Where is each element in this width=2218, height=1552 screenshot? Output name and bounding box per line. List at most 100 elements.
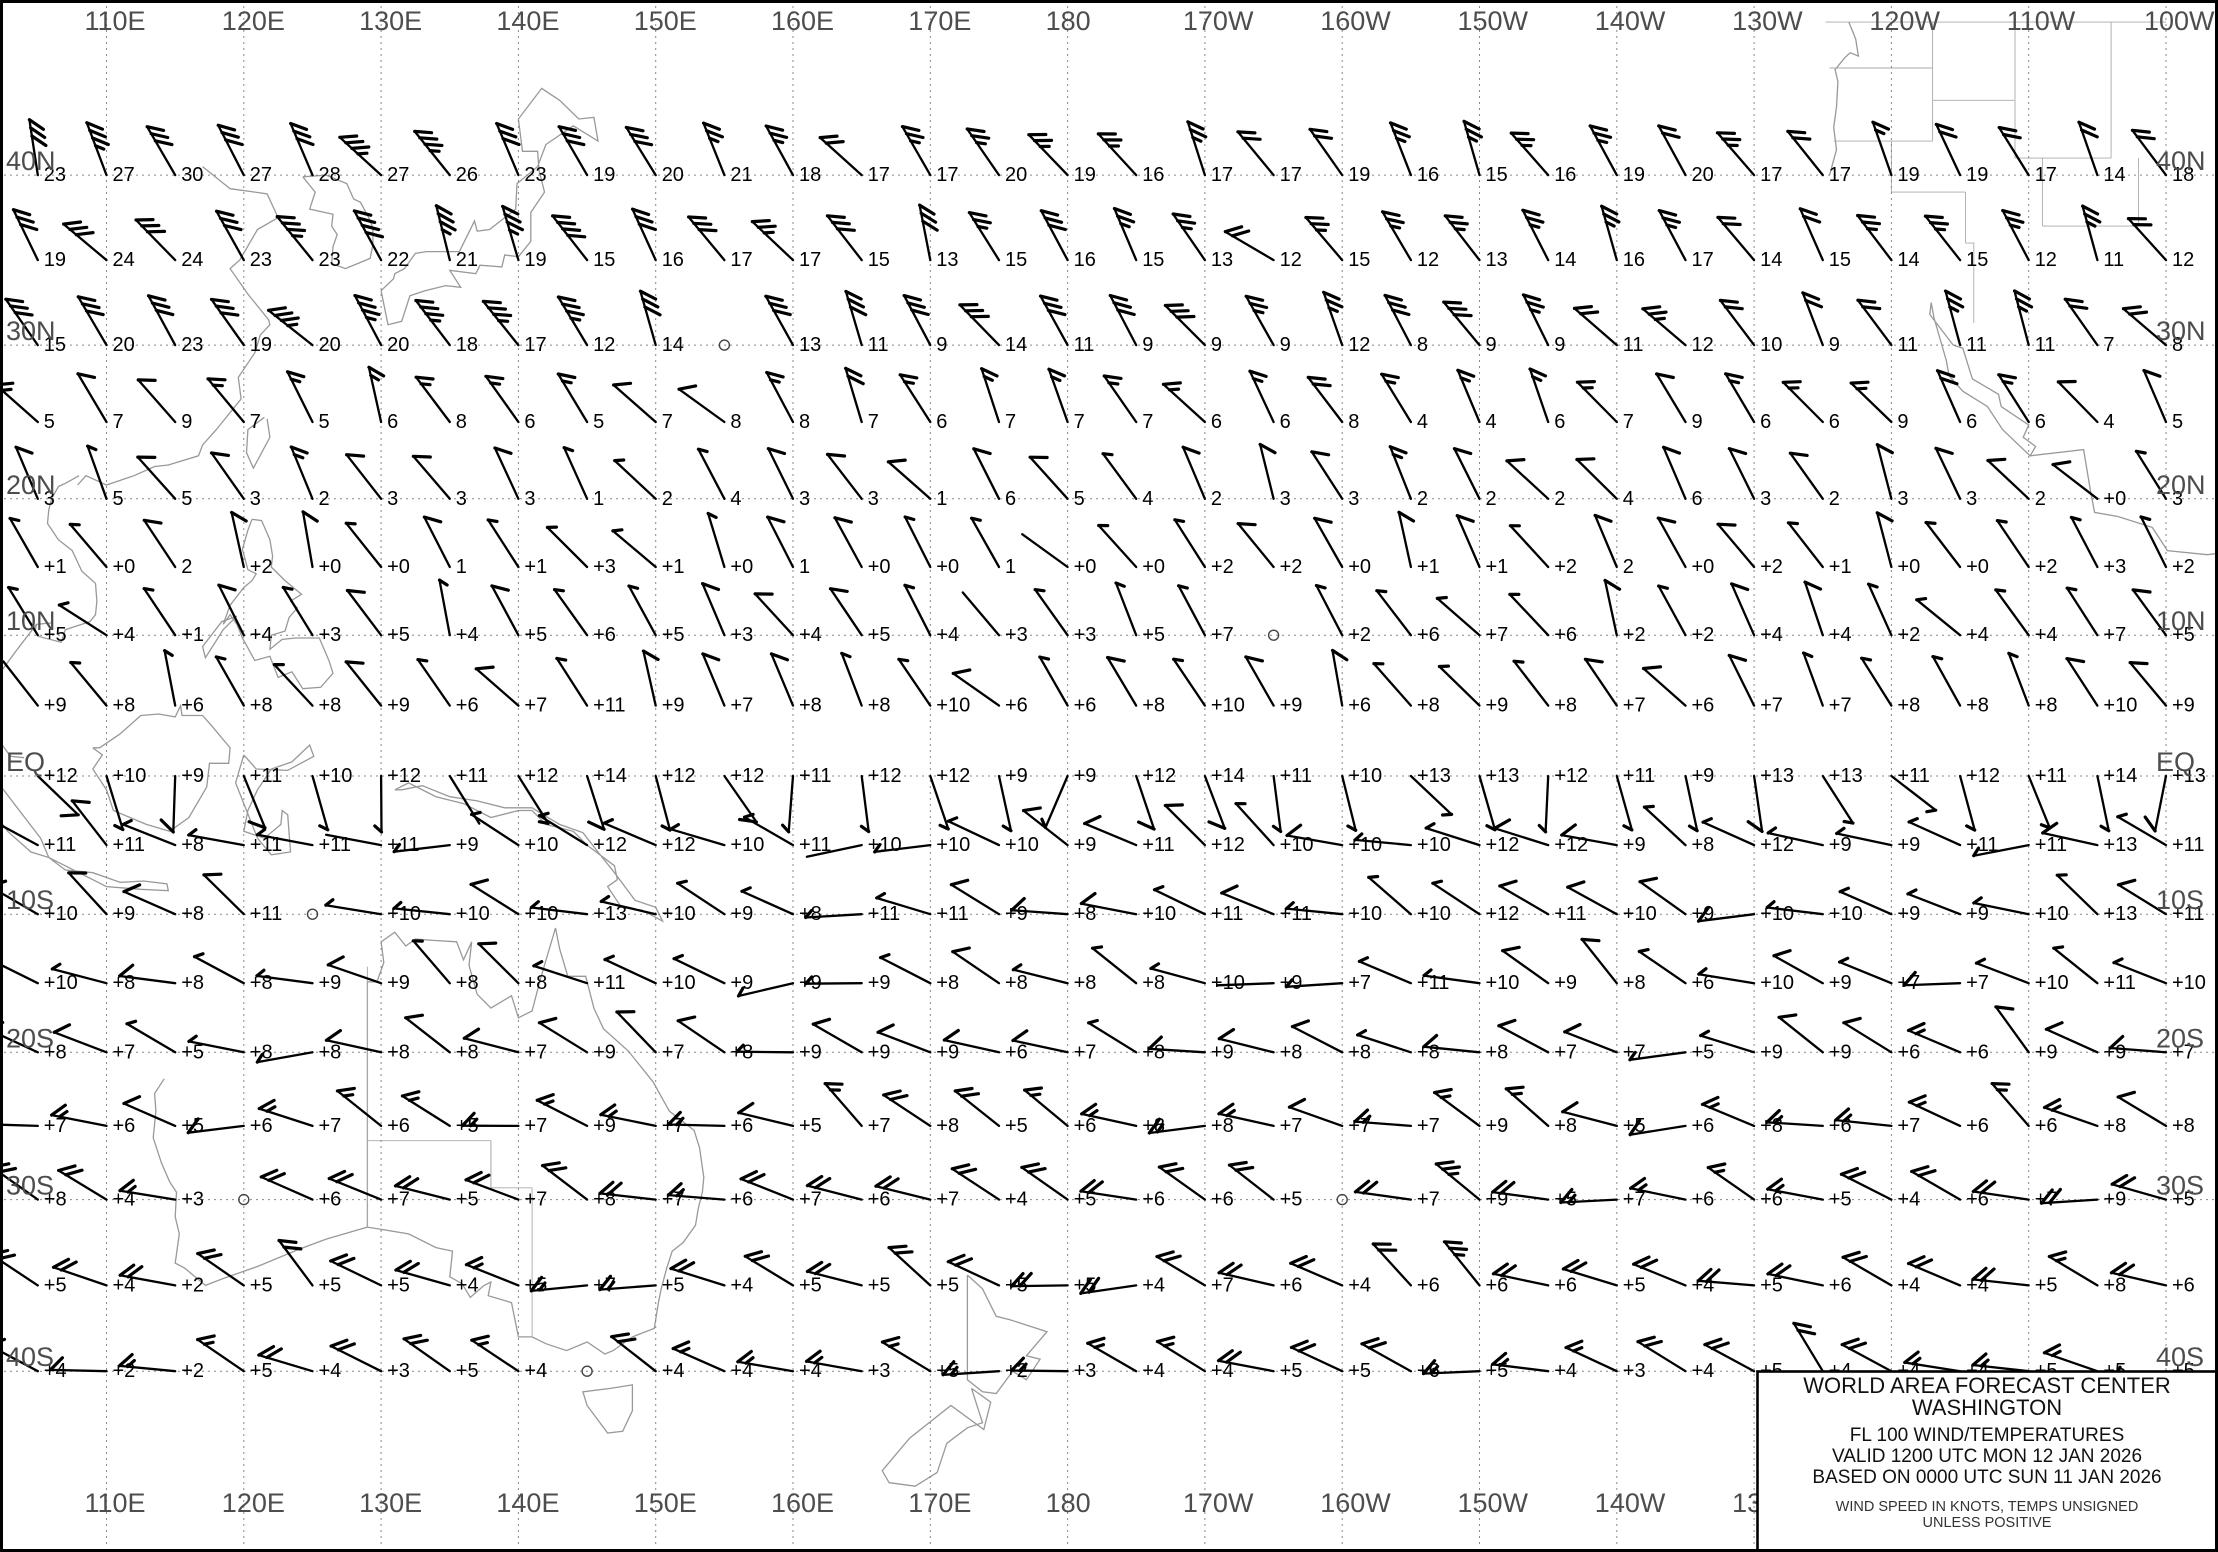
- svg-text:3: 3: [250, 488, 261, 510]
- svg-text:+9: +9: [662, 695, 685, 717]
- svg-text:+7: +7: [662, 1041, 685, 1063]
- svg-text:+7: +7: [1211, 624, 1234, 646]
- svg-text:+10: +10: [1348, 903, 1382, 925]
- svg-text:+1: +1: [524, 556, 547, 578]
- svg-text:2: 2: [1554, 488, 1565, 510]
- svg-text:+4: +4: [1897, 1274, 1920, 1296]
- svg-text:+12: +12: [1486, 903, 1520, 925]
- svg-text:160W: 160W: [1320, 1488, 1391, 1518]
- svg-text:+5: +5: [1760, 1274, 1783, 1296]
- svg-text:30: 30: [181, 164, 203, 186]
- svg-text:VALID 1200 UTC MON 12 JAN 2026: VALID 1200 UTC MON 12 JAN 2026: [1832, 1446, 2142, 1467]
- svg-text:+5: +5: [1348, 1360, 1371, 1382]
- svg-text:+0: +0: [1074, 556, 1097, 578]
- svg-text:+7: +7: [1211, 1274, 1234, 1296]
- svg-text:+2: +2: [1692, 624, 1715, 646]
- svg-text:+4: +4: [1760, 624, 1783, 646]
- svg-text:12: 12: [2172, 249, 2194, 271]
- svg-text:+8: +8: [1486, 1041, 1509, 1063]
- svg-text:20S: 20S: [6, 1023, 54, 1053]
- svg-text:+8: +8: [1142, 972, 1165, 994]
- svg-text:11: 11: [2035, 334, 2056, 356]
- svg-text:+9: +9: [2103, 1189, 2126, 1211]
- svg-text:+6: +6: [1074, 695, 1097, 717]
- svg-text:+8: +8: [2172, 1115, 2195, 1137]
- svg-text:+10: +10: [662, 972, 696, 994]
- svg-text:27: 27: [387, 164, 409, 186]
- svg-text:+5: +5: [1280, 1189, 1303, 1211]
- svg-text:3: 3: [1897, 488, 1908, 510]
- svg-text:+6: +6: [1417, 1274, 1440, 1296]
- svg-text:+4: +4: [456, 624, 479, 646]
- svg-text:28: 28: [319, 164, 341, 186]
- svg-text:20: 20: [1005, 164, 1027, 186]
- svg-text:+7: +7: [1760, 695, 1783, 717]
- svg-text:+1: +1: [662, 556, 685, 578]
- svg-text:130E: 130E: [359, 6, 422, 36]
- svg-text:+10: +10: [1760, 972, 1794, 994]
- svg-text:+7: +7: [799, 1189, 822, 1211]
- svg-text:+8: +8: [1211, 1115, 1234, 1137]
- svg-text:13: 13: [1486, 249, 1508, 271]
- svg-text:17: 17: [730, 249, 752, 271]
- svg-text:10N: 10N: [2156, 606, 2206, 636]
- svg-text:26: 26: [456, 164, 478, 186]
- svg-text:160E: 160E: [771, 1488, 834, 1518]
- svg-text:+6: +6: [868, 1189, 891, 1211]
- svg-text:150E: 150E: [634, 1488, 697, 1518]
- svg-text:6: 6: [1760, 411, 1771, 433]
- svg-text:14: 14: [2103, 164, 2125, 186]
- svg-text:FL 100 WIND/TEMPERATURES: FL 100 WIND/TEMPERATURES: [1850, 1425, 2125, 1446]
- svg-text:8: 8: [1417, 334, 1428, 356]
- svg-text:+6: +6: [250, 1115, 273, 1137]
- svg-text:3: 3: [1966, 488, 1977, 510]
- svg-text:150W: 150W: [1458, 6, 1529, 36]
- svg-text:+2: +2: [1348, 624, 1371, 646]
- svg-text:27: 27: [113, 164, 135, 186]
- svg-text:+11: +11: [936, 903, 968, 925]
- svg-text:12: 12: [593, 334, 615, 356]
- svg-text:+10: +10: [1760, 903, 1794, 925]
- svg-text:+5: +5: [250, 1360, 273, 1382]
- svg-text:5: 5: [1074, 488, 1085, 510]
- svg-text:+7: +7: [1554, 1041, 1577, 1063]
- svg-text:9: 9: [1829, 334, 1840, 356]
- svg-text:4: 4: [2103, 411, 2114, 433]
- svg-text:6: 6: [524, 411, 535, 433]
- svg-text:+5: +5: [1005, 1115, 1028, 1137]
- svg-text:+6: +6: [1074, 1115, 1097, 1137]
- svg-text:+8: +8: [1554, 695, 1577, 717]
- svg-text:+8: +8: [1142, 695, 1165, 717]
- svg-text:11: 11: [1074, 334, 1095, 356]
- svg-text:11: 11: [868, 334, 889, 356]
- svg-text:19: 19: [1074, 164, 1096, 186]
- svg-text:+12: +12: [1966, 765, 2000, 787]
- svg-text:+4: +4: [1692, 1360, 1715, 1382]
- svg-text:+13: +13: [1486, 765, 1520, 787]
- svg-text:+11: +11: [1280, 903, 1312, 925]
- svg-text:140E: 140E: [496, 1488, 559, 1518]
- svg-text:+8: +8: [1417, 695, 1440, 717]
- svg-text:+5: +5: [868, 624, 891, 646]
- svg-text:+7: +7: [1348, 972, 1371, 994]
- svg-text:+0: +0: [936, 556, 959, 578]
- svg-text:+8: +8: [1554, 1115, 1577, 1137]
- svg-text:4: 4: [1417, 411, 1428, 433]
- svg-text:WIND SPEED IN KNOTS, TEMPS UNS: WIND SPEED IN KNOTS, TEMPS UNSIGNED: [1836, 1499, 2139, 1515]
- svg-text:140W: 140W: [1595, 1488, 1666, 1518]
- svg-text:+10: +10: [387, 903, 421, 925]
- svg-text:8: 8: [799, 411, 810, 433]
- svg-text:+0: +0: [319, 556, 342, 578]
- svg-text:160W: 160W: [1320, 6, 1391, 36]
- svg-text:+0: +0: [1897, 556, 1920, 578]
- svg-text:+4: +4: [250, 624, 273, 646]
- svg-text:+9: +9: [1074, 765, 1097, 787]
- svg-text:16: 16: [1142, 164, 1164, 186]
- svg-text:30S: 30S: [6, 1171, 54, 1201]
- svg-text:+10: +10: [662, 903, 696, 925]
- svg-text:120W: 120W: [1869, 6, 1940, 36]
- svg-text:27: 27: [250, 164, 272, 186]
- svg-text:+6: +6: [1554, 624, 1577, 646]
- svg-text:+11: +11: [1897, 765, 1929, 787]
- svg-text:10N: 10N: [6, 606, 56, 636]
